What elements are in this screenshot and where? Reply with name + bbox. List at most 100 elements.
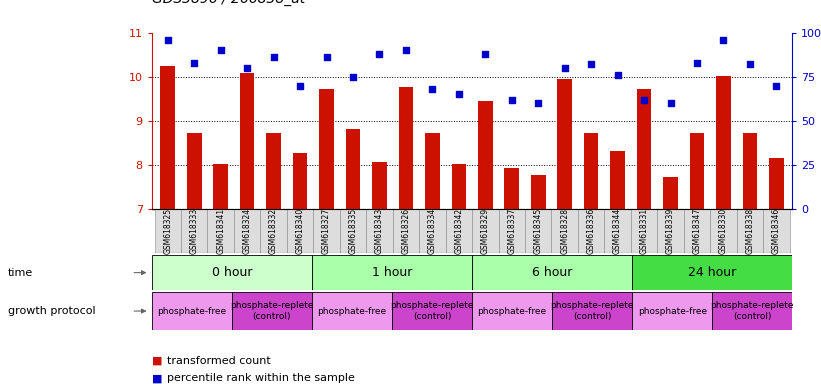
Bar [472, 292, 552, 330]
Point [770, 83, 783, 89]
Text: GSM618332: GSM618332 [269, 208, 278, 255]
Text: GSM618335: GSM618335 [348, 208, 357, 255]
Text: GSM618334: GSM618334 [428, 208, 437, 255]
Text: GSM618327: GSM618327 [322, 208, 331, 255]
Text: GSM618333: GSM618333 [190, 208, 199, 255]
Text: phosphate-replete
(control): phosphate-replete (control) [230, 301, 314, 321]
Text: GSM618341: GSM618341 [216, 208, 225, 255]
Point [241, 65, 254, 71]
Point [532, 100, 545, 106]
Point [717, 36, 730, 43]
Text: GSM618343: GSM618343 [375, 208, 384, 255]
Text: 1 hour: 1 hour [372, 266, 412, 279]
Bar [552, 292, 632, 330]
Text: GSM618336: GSM618336 [587, 208, 596, 255]
Text: transformed count: transformed count [167, 356, 270, 366]
Text: GSM618329: GSM618329 [481, 208, 490, 255]
Bar [232, 292, 312, 330]
Text: GSM618339: GSM618339 [666, 208, 675, 255]
Text: phosphate-replete
(control): phosphate-replete (control) [550, 301, 634, 321]
Bar [472, 209, 498, 253]
Bar [208, 209, 234, 253]
Bar [604, 209, 631, 253]
Bar [181, 209, 208, 253]
Point [611, 72, 624, 78]
Bar [710, 209, 736, 253]
Bar [319, 89, 334, 209]
Bar [632, 255, 792, 290]
Bar [736, 209, 764, 253]
Bar [392, 292, 472, 330]
Point [320, 54, 333, 60]
Text: GSM618330: GSM618330 [719, 208, 728, 255]
Point [346, 74, 360, 80]
Text: GDS3896 / 266838_at: GDS3896 / 266838_at [152, 0, 305, 6]
Bar [187, 133, 201, 209]
Bar [372, 162, 387, 209]
Bar [392, 209, 420, 253]
Bar [260, 209, 287, 253]
Bar [525, 209, 552, 253]
Bar [399, 87, 413, 209]
Bar [632, 292, 712, 330]
Point [373, 51, 386, 57]
Point [638, 97, 651, 103]
Bar [266, 133, 281, 209]
Bar [346, 129, 360, 209]
Text: 6 hour: 6 hour [532, 266, 572, 279]
Point [505, 97, 518, 103]
Bar [478, 101, 493, 209]
Text: percentile rank within the sample: percentile rank within the sample [167, 373, 355, 383]
Text: GSM618331: GSM618331 [640, 208, 649, 255]
Text: phosphate-free: phosphate-free [158, 306, 227, 316]
Text: GSM618346: GSM618346 [772, 208, 781, 255]
Bar [578, 209, 604, 253]
Text: GSM618345: GSM618345 [534, 208, 543, 255]
Point [293, 83, 306, 89]
Bar [637, 89, 651, 209]
Bar [498, 209, 525, 253]
Bar [557, 79, 572, 209]
Text: GSM618344: GSM618344 [613, 208, 622, 255]
Point [214, 47, 227, 53]
Bar [712, 292, 792, 330]
Text: ■: ■ [152, 373, 166, 383]
Text: 24 hour: 24 hour [688, 266, 736, 279]
Point [267, 54, 280, 60]
Point [585, 61, 598, 68]
Text: GSM618338: GSM618338 [745, 208, 754, 255]
Bar [425, 133, 440, 209]
Text: GSM618324: GSM618324 [243, 208, 252, 255]
Text: phosphate-free: phosphate-free [318, 306, 387, 316]
Bar [690, 133, 704, 209]
Text: GSM618347: GSM618347 [692, 208, 701, 255]
Bar [531, 175, 545, 209]
Bar [420, 209, 446, 253]
Bar [769, 159, 784, 209]
Point [161, 36, 174, 43]
Bar [340, 209, 366, 253]
Text: GSM618328: GSM618328 [560, 209, 569, 254]
Point [558, 65, 571, 71]
Bar [160, 66, 175, 209]
Bar [152, 255, 312, 290]
Point [426, 86, 439, 92]
Text: growth protocol: growth protocol [8, 306, 96, 316]
Text: GSM618342: GSM618342 [454, 208, 463, 255]
Point [664, 100, 677, 106]
Bar [658, 209, 684, 253]
Bar [504, 168, 519, 209]
Bar [446, 209, 472, 253]
Bar [584, 133, 599, 209]
Text: time: time [8, 268, 34, 278]
Text: phosphate-replete
(control): phosphate-replete (control) [390, 301, 474, 321]
Text: GSM618337: GSM618337 [507, 208, 516, 255]
Bar [716, 76, 731, 209]
Text: ■: ■ [152, 356, 166, 366]
Text: 0 hour: 0 hour [212, 266, 252, 279]
Bar [314, 209, 340, 253]
Point [452, 91, 466, 98]
Bar [234, 209, 260, 253]
Bar [312, 255, 472, 290]
Point [690, 60, 704, 66]
